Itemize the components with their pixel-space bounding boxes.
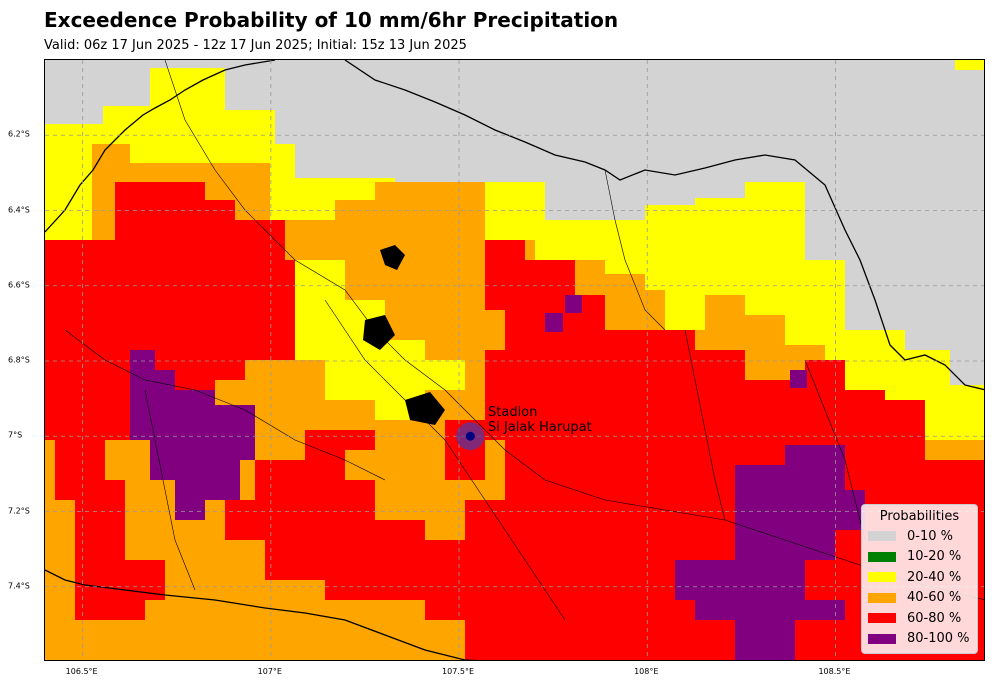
province-border-7 [804, 359, 866, 541]
map-gridlines [45, 60, 984, 660]
prob-region-80-100-small-1 [565, 295, 582, 313]
probability-map [45, 60, 984, 660]
station-label-line-2: Si Jalak Harupat [488, 420, 592, 435]
north-coastline [45, 60, 984, 391]
legend-label: 20-40 % [907, 569, 962, 585]
legend-swatch [868, 531, 896, 542]
prob-region-20-40-north [955, 60, 984, 70]
legend-label: 10-20 % [907, 549, 962, 565]
legend-item: 60-80 % [862, 608, 977, 629]
station-label: Stadion Si Jalak Harupat [488, 405, 592, 435]
legend-label: 60-80 % [907, 610, 962, 626]
lon-tick-label: 106.5°E [65, 667, 98, 676]
prob-region-80-100-west [130, 350, 255, 520]
lat-tick-label: 6.4°S [8, 205, 30, 214]
lat-tick-label: 7.4°S [8, 581, 30, 591]
reservoir-shapes [363, 245, 445, 425]
south-coastline [45, 569, 479, 660]
lon-tick-label: 108.5°E [818, 667, 851, 676]
legend: Probabilities 0-10 % 10-20 % 20-40 % 40-60 … [861, 504, 978, 654]
chart-subtitle: Valid: 06z 17 Jun 2025 - 12z 17 Jun 2025… [44, 38, 467, 53]
lat-tick-label: 7.2°S [8, 506, 30, 515]
legend-swatch [868, 551, 896, 562]
legend-item: 20-40 % [862, 567, 977, 588]
legend-item: 0-10 % [862, 526, 977, 547]
lon-tick-label: 107°E [257, 667, 282, 676]
reservoir-2 [363, 315, 395, 350]
legend-item: 40-60 % [862, 588, 977, 609]
prob-region-80-100-east [675, 445, 865, 660]
province-border-1 [164, 60, 446, 391]
prob-region-80-100-small-3 [790, 370, 807, 388]
lat-tick-label: 6.6°S [8, 280, 30, 290]
legend-items: 0-10 % 10-20 % 20-40 % 40-60 % 60-80 % 80-100… [862, 526, 977, 649]
lon-tick-label: 107.5°E [442, 667, 475, 676]
province-border-6 [684, 329, 726, 521]
legend-swatch [868, 592, 896, 603]
reservoir-3 [405, 392, 445, 425]
legend-title: Probabilities [879, 509, 960, 524]
legend-label: 0-10 % [907, 528, 953, 544]
lat-tick-label: 6.2°S [8, 129, 30, 139]
chart-title: Exceedence Probability of 10 mm/6hr Prec… [44, 8, 619, 32]
prob-region-80-100-small-2 [545, 313, 563, 332]
province-border-4 [64, 329, 386, 481]
province-border-3 [604, 169, 666, 331]
lat-tick-label: 6.8°S [8, 355, 30, 365]
legend-swatch [868, 613, 896, 624]
station-label-line-1: Stadion [488, 405, 538, 420]
reservoir-1 [380, 245, 405, 270]
lat-tick-label: 7°S [8, 430, 23, 440]
coastlines-and-borders [45, 60, 984, 660]
province-border-5 [144, 389, 196, 591]
legend-swatch [868, 572, 896, 583]
lon-tick-label: 108°E [634, 667, 659, 676]
map-panel [44, 59, 985, 661]
legend-label: 80-100 % [907, 631, 970, 647]
prob-region-60-80-west [45, 182, 335, 620]
legend-item: 80-100 % [862, 629, 977, 650]
station-marker-dot [465, 431, 475, 441]
province-border-8 [324, 299, 566, 621]
legend-label: 40-60 % [907, 590, 962, 606]
prob-region-40-60-inner [345, 430, 505, 540]
legend-item: 10-20 % [862, 547, 977, 568]
legend-swatch [868, 633, 896, 644]
